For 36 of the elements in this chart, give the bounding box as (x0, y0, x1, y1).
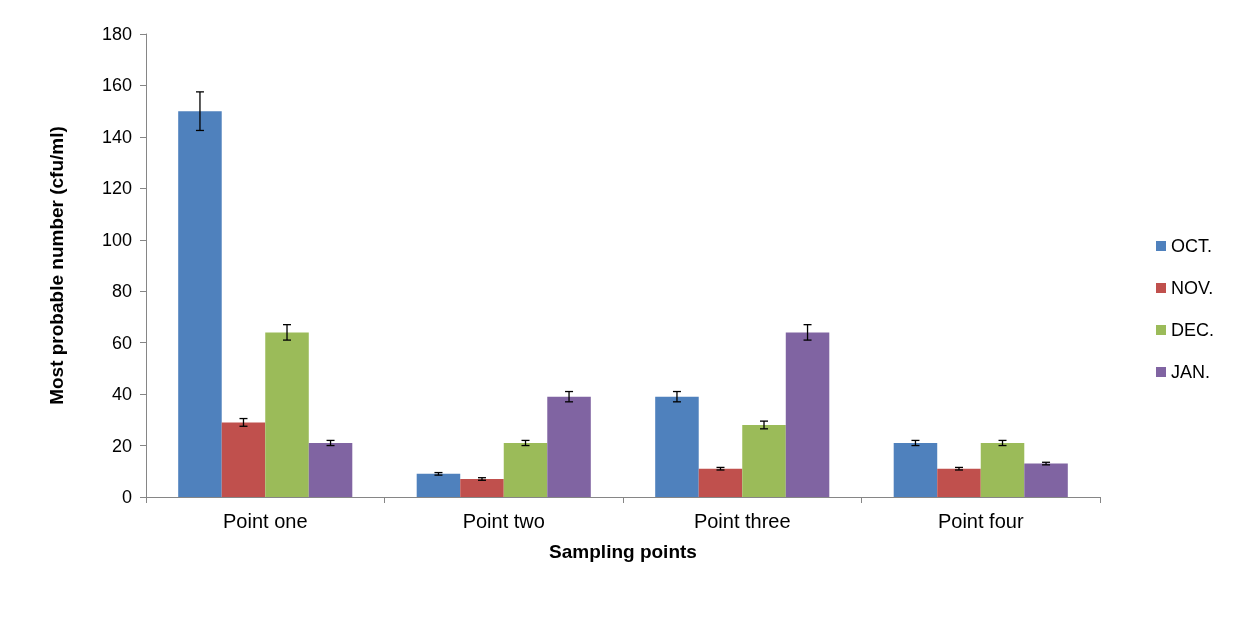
legend-label: DEC. (1171, 320, 1215, 340)
bar (893, 442, 938, 497)
bar (460, 478, 504, 497)
y-tick-label: 140 (101, 126, 132, 147)
bar (980, 442, 1025, 497)
bar (655, 396, 699, 497)
x-axis-title: Sampling points (549, 541, 697, 562)
y-tick-label: 160 (101, 75, 132, 96)
y-tick-label: 40 (111, 384, 132, 405)
bar (308, 442, 353, 497)
y-tick-label: 20 (111, 435, 132, 456)
bar (937, 468, 981, 497)
bar (698, 468, 743, 497)
y-tick-label: 80 (111, 281, 132, 302)
x-tick-label: Point two (462, 510, 545, 532)
legend-label: OCT. (1171, 236, 1213, 256)
x-tick-label: Point one (222, 510, 308, 532)
y-axis-title: Most probable number (cfu/ml) (46, 126, 67, 405)
legend-label: JAN. (1171, 362, 1211, 382)
legend-label: NOV. (1171, 278, 1214, 298)
bar (1024, 463, 1068, 497)
x-tick-label: Point four (937, 510, 1024, 532)
x-tick-label: Point three (693, 510, 791, 532)
bar (178, 111, 222, 497)
bar (221, 422, 266, 497)
bar (503, 442, 548, 497)
bar (742, 424, 786, 497)
y-tick-label: 60 (111, 332, 132, 353)
bar (265, 332, 309, 497)
bar (416, 473, 461, 497)
y-tick-label: 100 (101, 229, 132, 250)
bar (785, 332, 830, 497)
y-tick-label: 120 (101, 178, 132, 199)
y-tick-label: 180 (101, 24, 132, 44)
y-tick-label: 0 (121, 487, 132, 507)
bar (547, 396, 591, 497)
